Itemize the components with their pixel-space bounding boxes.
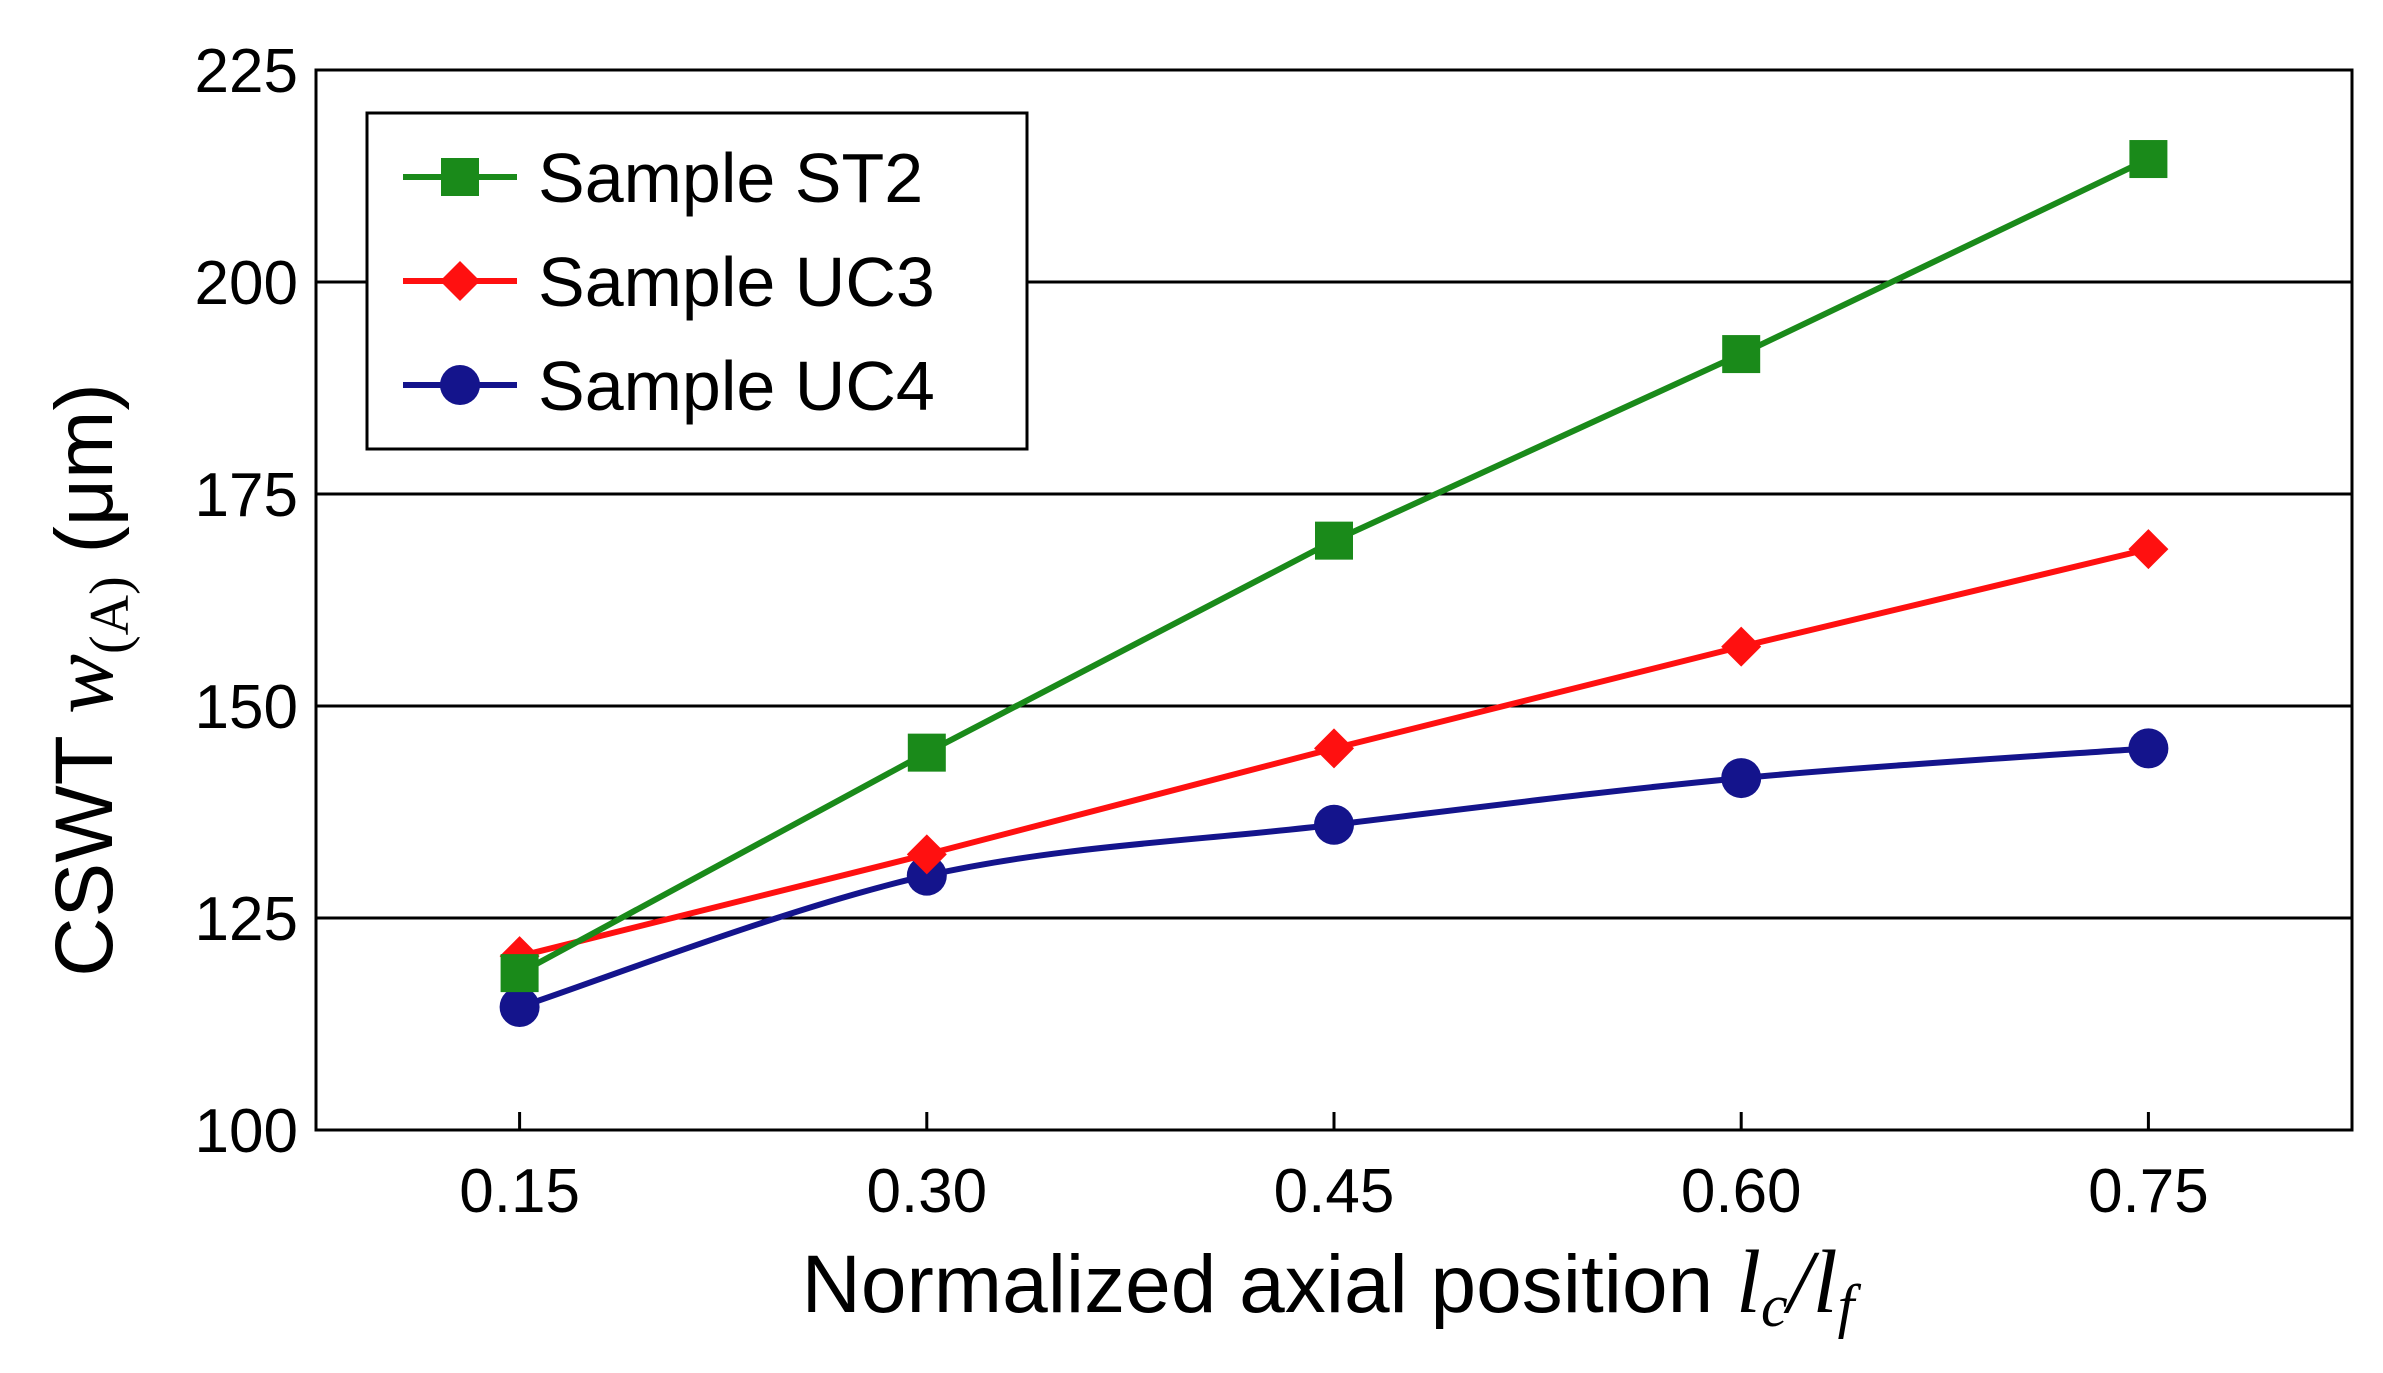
legend-marker-sample-st2	[441, 158, 479, 196]
y-tick-label: 225	[195, 37, 298, 106]
series-sample-uc4	[499, 728, 2169, 1028]
x-tick-label: 0.30	[866, 1157, 987, 1226]
data-point-sample-uc3	[1314, 728, 1354, 769]
data-point-sample-uc4	[499, 987, 540, 1028]
x-tick-label: 0.45	[1274, 1157, 1395, 1226]
data-point-sample-uc4	[1721, 758, 1762, 799]
legend-marker-sample-uc3	[440, 261, 480, 301]
y-tick-label: 100	[195, 1097, 298, 1166]
y-tick-label: 200	[195, 249, 298, 318]
x-tick-label: 0.75	[2088, 1157, 2209, 1226]
series-sample-st2	[500, 140, 2168, 993]
data-point-sample-uc4	[1314, 804, 1354, 845]
y-tick-label: 125	[195, 885, 298, 954]
x-tick-label: 0.15	[459, 1157, 580, 1226]
data-point-sample-st2	[1722, 335, 1761, 374]
legend-marker-sample-uc4	[440, 365, 480, 405]
data-point-sample-st2	[500, 954, 539, 993]
data-point-sample-uc3	[1721, 626, 1762, 667]
data-point-sample-st2	[907, 733, 946, 772]
legend-label-sample-uc4: Sample UC4	[538, 347, 935, 425]
series-sample-uc3	[499, 529, 2169, 977]
series-layer	[499, 140, 2169, 1028]
series-line-sample-uc4	[518, 745, 2149, 1010]
data-point-sample-uc3	[906, 834, 947, 875]
x-axis-title: Normalized axial position lc/lf	[802, 1233, 1862, 1339]
x-tick-label: 0.60	[1681, 1157, 1802, 1226]
axis-ticks: 100 125 150 175 200 225 0.15 0.30 0.45 0.60 0.75	[195, 37, 2209, 1226]
data-point-sample-uc3	[2128, 529, 2169, 570]
data-point-sample-uc4	[906, 855, 947, 896]
data-point-sample-uc4	[2128, 728, 2169, 769]
data-point-sample-st2	[2129, 140, 2168, 179]
legend-label-sample-uc3: Sample UC3	[538, 243, 935, 321]
data-point-sample-st2	[1315, 521, 1353, 560]
y-tick-label: 175	[195, 461, 298, 530]
legend-label-sample-st2: Sample ST2	[538, 139, 923, 217]
legend: Sample ST2 Sample UC3 Sample UC4	[365, 111, 1029, 451]
y-tick-label: 150	[195, 673, 298, 742]
y-axis-title: CSWT w(A) (μm)	[33, 383, 141, 976]
